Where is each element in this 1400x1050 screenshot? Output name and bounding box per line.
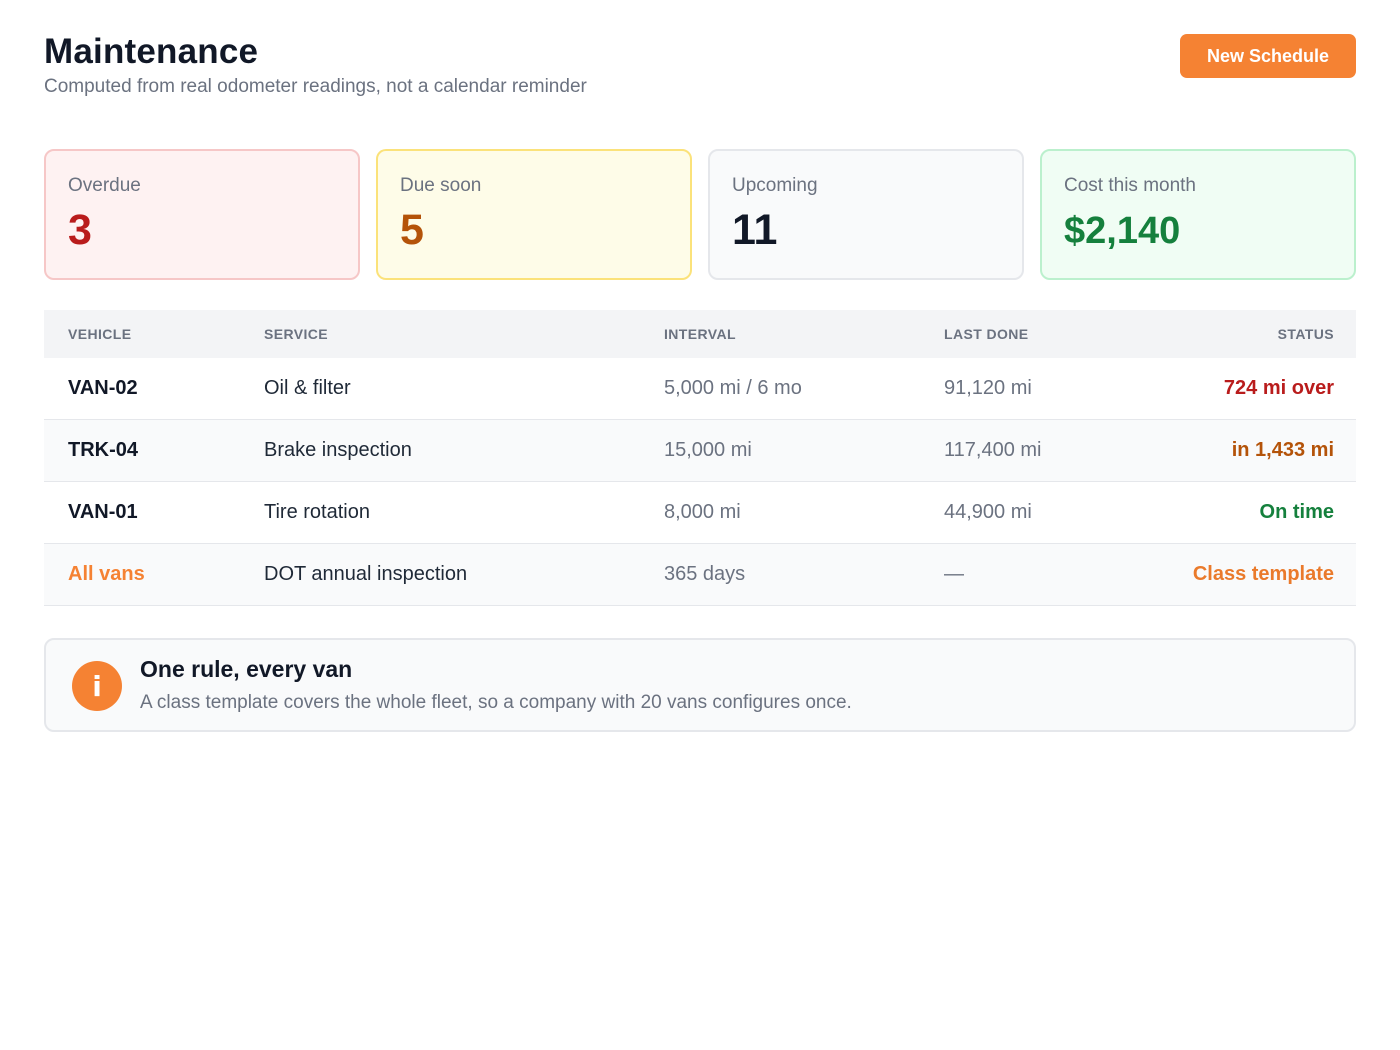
cell-service: Brake inspection (264, 439, 412, 461)
page-header: Maintenance Computed from real odometer … (44, 0, 1356, 140)
stat-cards: Overdue 3 Due soon 5 Upcoming 11 Cost th… (44, 149, 1356, 280)
stat-label: Overdue (68, 175, 141, 196)
cell-status: 724 mi over (1223, 377, 1334, 399)
maintenance-table: VEHICLE SERVICE INTERVAL LAST DONE STATU… (44, 310, 1356, 606)
stat-card-overdue: Overdue 3 (44, 149, 360, 280)
cell-service: Tire rotation (264, 501, 370, 523)
info-body: A class template covers the whole fleet,… (140, 692, 852, 713)
cell-status: Class template (1192, 563, 1334, 585)
cell-status: in 1,433 mi (1231, 439, 1334, 461)
table-row[interactable]: All vans DOT annual inspection 365 days … (44, 544, 1356, 606)
cell-status: On time (1259, 501, 1334, 523)
cell-service: Oil & filter (264, 377, 351, 399)
new-schedule-button[interactable]: New Schedule (1180, 34, 1356, 78)
cell-service: DOT annual inspection (264, 563, 468, 585)
stat-card-upcoming: Upcoming 11 (708, 149, 1024, 280)
cell-interval: 15,000 mi (664, 439, 752, 461)
column-header-last-done[interactable]: LAST DONE (944, 326, 1029, 342)
stat-card-due-soon: Due soon 5 (376, 149, 692, 280)
stat-label: Cost this month (1064, 175, 1196, 196)
stat-value: 11 (732, 206, 778, 254)
table-header: VEHICLE SERVICE INTERVAL LAST DONE STATU… (44, 310, 1356, 358)
info-icon: i (72, 661, 122, 711)
info-title: One rule, every van (140, 656, 353, 682)
stat-label: Upcoming (732, 175, 818, 196)
column-header-service[interactable]: SERVICE (264, 326, 329, 342)
cell-vehicle: VAN-01 (68, 501, 138, 523)
cell-last-done: 44,900 mi (944, 501, 1032, 523)
stat-value: 3 (68, 206, 92, 254)
cell-interval: 5,000 mi / 6 mo (664, 377, 802, 399)
cell-vehicle: VAN-02 (68, 377, 138, 399)
cell-last-done: 91,120 mi (944, 377, 1032, 399)
page-title: Maintenance (44, 32, 259, 71)
info-callout: i One rule, every van A class template c… (44, 638, 1356, 732)
column-header-status[interactable]: STATUS (1277, 326, 1334, 342)
table-row[interactable]: VAN-02 Oil & filter 5,000 mi / 6 mo 91,1… (44, 358, 1356, 420)
table-row[interactable]: VAN-01 Tire rotation 8,000 mi 44,900 mi … (44, 482, 1356, 544)
stat-value: 5 (400, 206, 424, 254)
column-header-interval[interactable]: INTERVAL (664, 326, 736, 342)
cell-vehicle: TRK-04 (68, 439, 139, 461)
page-subtitle: Computed from real odometer readings, no… (44, 76, 587, 97)
cell-interval: 8,000 mi (664, 501, 741, 523)
stat-label: Due soon (400, 175, 482, 196)
cell-vehicle: All vans (68, 563, 145, 585)
table-row[interactable]: TRK-04 Brake inspection 15,000 mi 117,40… (44, 420, 1356, 482)
column-header-vehicle[interactable]: VEHICLE (68, 326, 132, 342)
stat-card-cost: Cost this month $2,140 (1040, 149, 1356, 280)
stat-value: $2,140 (1064, 210, 1181, 252)
cell-last-done: 117,400 mi (944, 439, 1042, 461)
cell-last-done: — (944, 563, 964, 585)
cell-interval: 365 days (664, 563, 746, 585)
